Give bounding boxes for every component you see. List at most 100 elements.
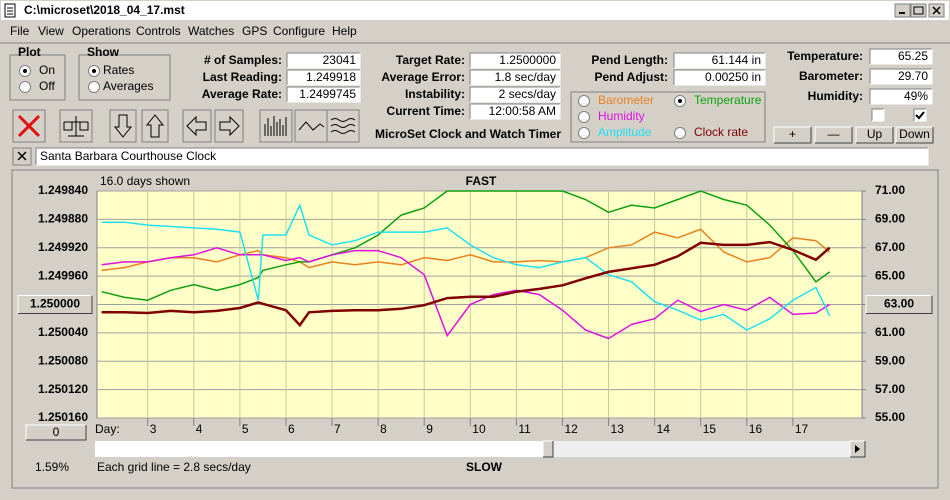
menu-item[interactable]: Watches [188,24,234,38]
field-border [287,70,361,86]
line-button[interactable] [294,109,328,143]
radio-label[interactable]: Averages [103,79,153,93]
button[interactable] [856,127,893,143]
y-tick-label: 1.250040 [38,325,88,339]
y2-tick-label[interactable]: 63.00 [884,297,914,311]
field-value: 12:00:58 AM [489,104,556,118]
button[interactable] [774,127,811,143]
legend-label[interactable]: Amplitude [598,125,652,139]
series-radio[interactable] [578,127,590,139]
button[interactable] [896,127,933,143]
group-box [78,54,171,101]
field-box[interactable] [870,49,932,64]
field-box[interactable] [674,70,765,85]
field-label: # of Samples: [204,53,282,67]
field-label: Pend Adjust: [594,70,668,84]
bars-button[interactable] [259,109,293,143]
scrollbar-fill [95,441,543,457]
fast-label: FAST [466,174,497,188]
y-tick-label[interactable]: 1.250000 [30,297,80,311]
y2-tick-label: 59.00 [875,353,905,367]
button-border [865,295,932,314]
legend-label[interactable]: Humidity [598,109,645,123]
button[interactable] [815,127,852,143]
y2-tick-label: 61.00 [875,325,905,339]
field-border [35,147,928,165]
x-tick-label: 14 [657,422,671,436]
field-box[interactable] [870,89,932,104]
radio-button[interactable] [88,81,100,93]
clock-name[interactable]: Santa Barbara Courthouse Clock [40,149,217,163]
multi-line-button[interactable] [326,109,360,143]
zoom-label[interactable]: 0 [53,425,60,439]
check-mark [915,111,925,120]
minimize-button[interactable] [894,3,911,18]
field-border [673,52,765,68]
grid-note: Each grid line = 2.8 secs/day [97,460,251,474]
series-radio[interactable] [674,127,686,139]
field-box[interactable] [287,70,360,85]
field-value: 2 secs/day [499,87,556,101]
button-label[interactable]: Down [899,127,930,141]
radio-button[interactable] [19,81,31,93]
zoom-button[interactable] [26,425,86,440]
button-border [774,127,812,144]
y-tick-label: 1.250120 [38,382,88,396]
legend-label[interactable]: Clock rate [694,125,748,139]
center-rate-button[interactable] [18,295,92,314]
clock-name-field[interactable] [36,148,928,165]
title-bar [1,1,949,20]
menu-item[interactable]: Operations [72,24,131,38]
field-label: Average Rate: [202,87,282,101]
percent: 1.59% [35,460,69,474]
field-box[interactable] [470,53,560,68]
button-label[interactable]: — [828,127,840,141]
menu-item[interactable]: Configure [273,24,325,38]
field-label: Humidity: [808,89,863,103]
radio-label[interactable]: Off [39,79,55,93]
field-border [870,49,933,65]
series-radio[interactable] [578,111,590,123]
center-temp-button[interactable] [866,295,932,314]
field-label: Target Rate: [396,53,465,67]
balance-button[interactable] [59,109,93,143]
field-border [470,87,561,103]
x-tick-label: 17 [795,422,809,436]
checkbox[interactable] [914,109,926,121]
x-tick-label: 9 [426,422,433,436]
x-tick-label: 13 [611,422,625,436]
scrollbar-thumb[interactable] [543,441,553,457]
window-buttons[interactable] [894,3,945,18]
menu-item[interactable]: View [38,24,64,38]
series-radio[interactable] [578,95,590,107]
menu-item[interactable]: GPS [242,24,267,38]
menu-item[interactable]: File [10,24,30,38]
toolbar [12,109,360,166]
field-box[interactable] [674,53,765,68]
series-legend-box [570,91,766,143]
y-tick-label: 1.250160 [38,410,88,424]
y-tick-label: 1.249920 [38,240,88,254]
menu-item[interactable]: Help [332,24,357,38]
field-box[interactable] [470,104,560,119]
radio-label[interactable]: On [39,63,55,77]
button-label[interactable]: Up [867,127,883,141]
radio-label[interactable]: Rates [103,63,134,77]
x-tick-label: 16 [749,422,763,436]
x-tick-label: 3 [150,422,157,436]
button-label[interactable]: + [789,127,796,141]
maximize-button[interactable] [910,3,927,18]
y-tick-label: 1.249880 [38,212,88,226]
checkbox[interactable] [872,109,884,121]
legend-label[interactable]: Temperature [694,93,762,107]
days-shown: 16.0 days shown [100,174,190,188]
button-border [849,440,865,457]
menu-item[interactable]: Controls [136,24,181,38]
field-box[interactable] [287,53,360,68]
field-box[interactable] [287,87,360,102]
field-box[interactable] [470,70,560,85]
legend-label[interactable]: Barometer [598,93,654,107]
field-box[interactable] [470,87,560,102]
field-box[interactable] [870,69,932,84]
radio-dot [23,69,27,73]
